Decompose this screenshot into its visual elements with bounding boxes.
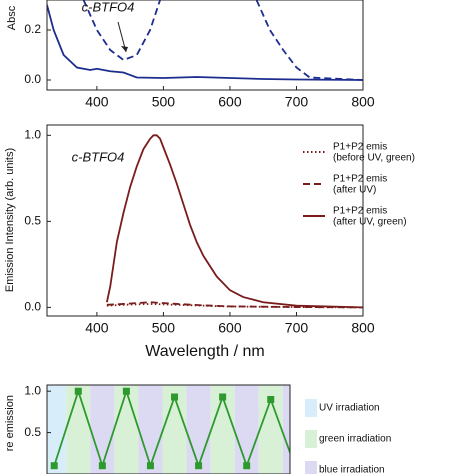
y-tick-label: 1.0 bbox=[24, 127, 41, 141]
band bbox=[234, 385, 259, 474]
y-axis-label: re emission bbox=[4, 395, 16, 451]
x-tick-label: 600 bbox=[218, 94, 242, 110]
plot-area bbox=[47, 0, 363, 81]
legend-label: (before UV, green) bbox=[333, 153, 415, 164]
x-tick-label: 600 bbox=[218, 320, 242, 336]
y-tick-label: 0.2 bbox=[24, 22, 41, 36]
y-tick-label: 0.5 bbox=[24, 214, 41, 228]
x-tick-label: 500 bbox=[152, 320, 176, 336]
plot-area bbox=[105, 134, 363, 309]
marker bbox=[146, 462, 154, 470]
data-line bbox=[82, 0, 363, 81]
y-tick-label: 0.5 bbox=[24, 425, 41, 439]
x-tick-label: 800 bbox=[351, 94, 375, 110]
legend-label: blue irradiation bbox=[319, 465, 385, 474]
x-axis-label: Wavelength / nm bbox=[145, 343, 264, 360]
legend-label: UV irradiation bbox=[319, 403, 380, 414]
marker bbox=[195, 462, 203, 470]
legend-swatch bbox=[305, 430, 317, 448]
y-tick-label: 1.0 bbox=[24, 383, 41, 397]
x-tick-label: 400 bbox=[85, 320, 109, 336]
data-line bbox=[47, 4, 363, 81]
x-tick-label: 700 bbox=[285, 94, 309, 110]
data-line bbox=[106, 303, 363, 309]
marker bbox=[267, 395, 275, 403]
band bbox=[138, 385, 163, 474]
data-line bbox=[106, 301, 363, 309]
legend-label: P1+P2 emis bbox=[333, 206, 387, 217]
band bbox=[66, 385, 91, 474]
marker bbox=[291, 462, 298, 469]
marker bbox=[171, 393, 179, 401]
legend-label: P1+P2 emis bbox=[333, 174, 387, 185]
legend-label: P1+P2 emis bbox=[333, 142, 387, 153]
data-line bbox=[105, 134, 363, 309]
marker bbox=[219, 393, 227, 401]
x-tick-label: 800 bbox=[351, 320, 375, 336]
legend-label: green irradiation bbox=[319, 434, 391, 445]
y-axis-label: Emission Intensity (arb. units) bbox=[4, 148, 16, 292]
plot-frame bbox=[46, 0, 364, 91]
y-tick-label: 0.0 bbox=[24, 72, 41, 86]
marker bbox=[50, 462, 58, 470]
x-tick-label: 700 bbox=[285, 320, 309, 336]
y-tick-label: 0.0 bbox=[24, 300, 41, 314]
x-tick-label: 400 bbox=[85, 94, 109, 110]
x-tick-label: 500 bbox=[152, 94, 176, 110]
annotation: c-BTFO4 bbox=[72, 149, 125, 164]
marker bbox=[243, 462, 251, 470]
band bbox=[47, 385, 67, 474]
band bbox=[186, 385, 211, 474]
legend-label: (after UV) bbox=[333, 185, 376, 196]
marker bbox=[74, 387, 82, 395]
legend-swatch bbox=[305, 461, 317, 474]
plot-area bbox=[47, 385, 298, 474]
band bbox=[90, 385, 115, 474]
arrow-head bbox=[121, 46, 128, 52]
plot-frame bbox=[46, 384, 291, 474]
band bbox=[282, 385, 290, 474]
legend-label: (after UV, green) bbox=[333, 217, 407, 228]
plot-frame bbox=[46, 124, 364, 317]
annotation: c-BTFO4 bbox=[82, 0, 135, 14]
legend-swatch bbox=[305, 399, 317, 417]
y-axis-label: Absc bbox=[6, 5, 18, 30]
marker bbox=[98, 462, 106, 470]
marker bbox=[122, 387, 130, 395]
band bbox=[114, 385, 139, 474]
